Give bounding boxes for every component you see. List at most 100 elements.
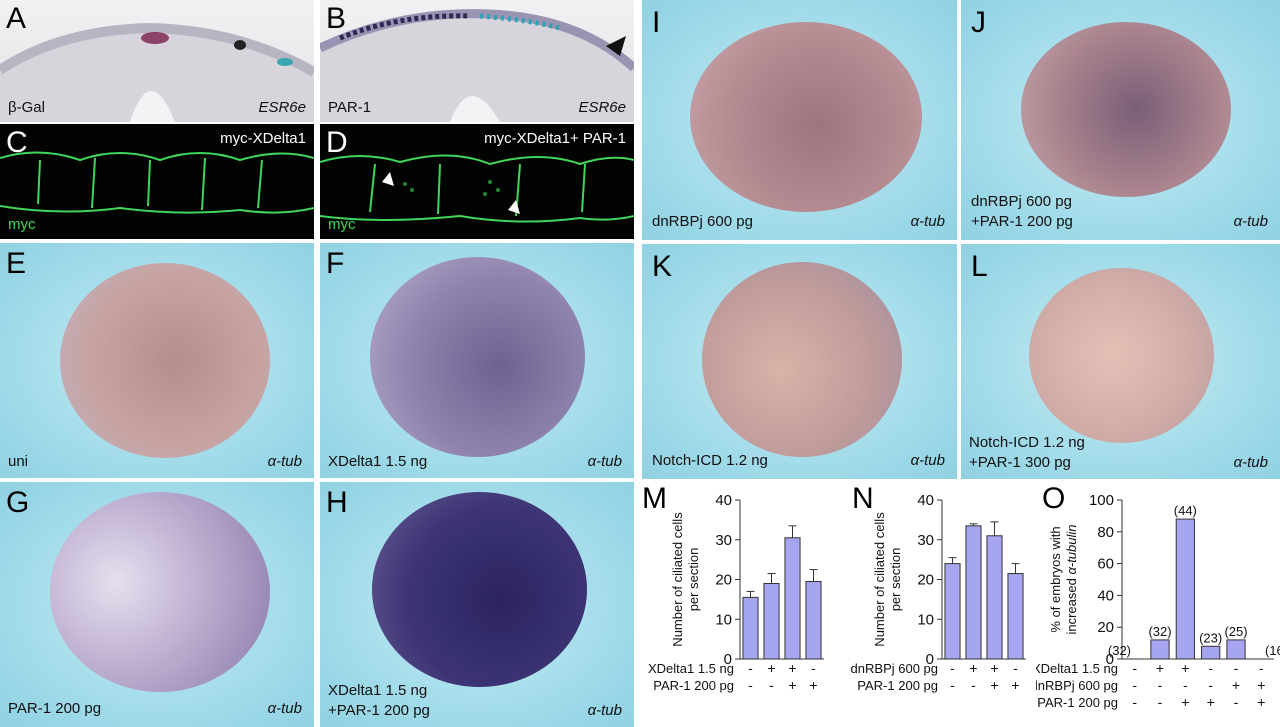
embryo-image <box>1021 22 1231 197</box>
condition-mark: - <box>1132 694 1137 710</box>
panel-c: C myc-XDelta1 myc <box>0 124 314 239</box>
data-label: (32) <box>1108 643 1131 658</box>
panel-label-right: ESR6e <box>578 98 626 116</box>
panel-letter: F <box>326 247 345 280</box>
panel-label-bottom: myc <box>328 215 356 233</box>
panel-label-right: ESR6e <box>258 98 306 116</box>
y-tick-label: 0 <box>724 651 732 668</box>
panel-label-right: α-tub <box>267 699 302 717</box>
panel-letter-o: O <box>1042 482 1066 515</box>
y-axis-label: Number of ciliated cells <box>872 512 887 647</box>
condition-mark: - <box>1208 677 1213 693</box>
bar <box>784 537 801 660</box>
panel-letter: G <box>6 486 30 519</box>
panel-b: B PAR-1 ESR6e <box>320 0 634 122</box>
condition-label: dnRBPj 600 pg <box>851 661 938 676</box>
chart-n: 0 10 20 30 40 Number of ciliated cells per sec… <box>851 492 1026 693</box>
chart-m: 0 10 20 30 40 Number of ciliated cells per sec… <box>648 492 824 693</box>
panel-j: J dnRBPj 600 pg +PAR-1 200 pg α-tub <box>961 0 1280 240</box>
panel-label-right: α-tub <box>587 452 622 470</box>
condition-mark: + <box>767 660 775 676</box>
panel-label-left-1: dnRBPj 600 pg <box>971 192 1072 210</box>
panel-label-left-2: +PAR-1 300 pg <box>969 453 1071 471</box>
condition-mark: - <box>1234 660 1239 676</box>
panel-label-top: myc-XDelta1+ PAR-1 <box>484 130 626 147</box>
panel-label-right: α-tub <box>1233 212 1268 230</box>
panel-letter-m: M <box>642 482 667 515</box>
y-tick-label: 20 <box>715 572 732 589</box>
panel-label-right: α-tub <box>910 212 945 230</box>
panel-h: H XDelta1 1.5 ng +PAR-1 200 pg α-tub <box>320 482 634 727</box>
y-tick-label: 20 <box>1097 619 1114 636</box>
panel-letter: E <box>6 247 27 280</box>
panel-label-left: PAR-1 <box>328 98 372 116</box>
condition-mark: + <box>1181 694 1189 710</box>
panel-label-right: α-tub <box>267 452 302 470</box>
panel-label-left: uni <box>8 452 29 470</box>
y-axis-label: increased α-tubulin <box>1064 524 1079 634</box>
bar <box>1150 639 1170 660</box>
panel-label-left: dnRBPj 600 pg <box>652 212 753 230</box>
y-tick-label: 60 <box>1097 556 1114 573</box>
condition-mark: + <box>1181 660 1189 676</box>
condition-mark: + <box>990 677 998 693</box>
panel-label-left-1: Notch-ICD 1.2 ng <box>969 433 1085 451</box>
panel-d: D myc-XDelta1+ PAR-1 myc <box>320 124 634 239</box>
panel-letter: J <box>971 6 986 39</box>
y-tick-label: 0 <box>1106 651 1114 668</box>
bar <box>1175 518 1195 660</box>
panel-label-left: Notch-ICD 1.2 ng <box>652 451 768 469</box>
y-axis-label: per section <box>888 548 903 612</box>
condition-mark: + <box>1257 677 1265 693</box>
panel-label-top: myc-XDelta1 <box>220 130 306 147</box>
panel-label-left-1: XDelta1 1.5 ng <box>328 681 428 699</box>
panel-letter: K <box>652 250 673 283</box>
condition-mark: - <box>1158 694 1163 710</box>
data-label: (25) <box>1224 624 1247 639</box>
chart-o: 0 20 40 60 80 100 % of embryos with increased α… <box>1036 492 1280 710</box>
condition-label: PAR-1 200 pg <box>653 678 734 693</box>
panel-a: A β-Gal ESR6e <box>0 0 314 122</box>
condition-mark: - <box>769 677 774 693</box>
y-tick-label: 10 <box>917 611 934 628</box>
condition-mark: - <box>811 660 816 676</box>
panel-label-right: α-tub <box>910 451 945 469</box>
fluorescence-image-c <box>0 151 314 214</box>
panel-letter: L <box>971 250 988 283</box>
panel-f: F XDelta1 1.5 ng α-tub <box>320 243 634 478</box>
condition-mark: - <box>950 677 955 693</box>
data-label: (16) <box>1265 643 1280 658</box>
condition-mark: - <box>971 677 976 693</box>
data-label: (23) <box>1199 630 1222 645</box>
condition-mark: - <box>1132 660 1137 676</box>
embryo-image <box>50 492 270 692</box>
y-tick-label: 40 <box>715 492 732 509</box>
fluorescence-image-d <box>320 154 634 223</box>
condition-mark: + <box>1257 694 1265 710</box>
condition-mark: - <box>1234 694 1239 710</box>
condition-label: dnRBPj 600 pg <box>1036 678 1118 693</box>
y-tick-label: 30 <box>917 532 934 549</box>
condition-mark: + <box>1207 694 1215 710</box>
condition-mark: - <box>748 677 753 693</box>
bar <box>1007 573 1024 660</box>
y-axis-label: per section <box>686 548 701 612</box>
panel-letter: B <box>326 2 347 35</box>
condition-mark: + <box>788 677 796 693</box>
embryo-image <box>370 257 585 457</box>
y-tick-label: 80 <box>1097 524 1114 541</box>
y-tick-label: 100 <box>1089 492 1114 509</box>
condition-mark: - <box>748 660 753 676</box>
condition-label: XDelta1 1.5 ng <box>648 661 734 676</box>
bar <box>986 535 1003 660</box>
bar <box>742 596 759 660</box>
panel-label-left-2: +PAR-1 200 pg <box>971 212 1073 230</box>
panel-letter: C <box>6 126 28 159</box>
condition-mark: - <box>1183 677 1188 693</box>
condition-mark: - <box>1013 660 1018 676</box>
bar <box>965 525 982 660</box>
condition-mark: + <box>1232 677 1240 693</box>
y-axis-label: Number of ciliated cells <box>670 512 685 647</box>
panel-letter: H <box>326 486 348 519</box>
section-image-a <box>0 22 314 122</box>
